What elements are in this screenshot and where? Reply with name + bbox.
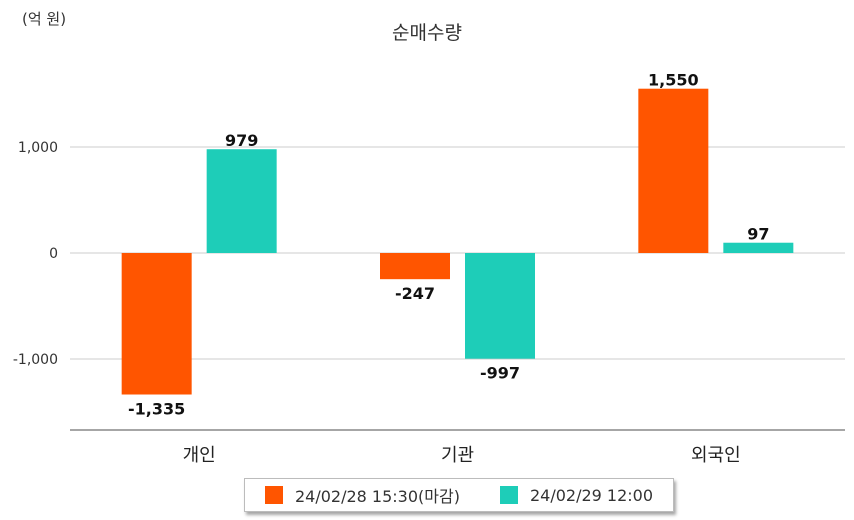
legend-swatch-series-1 [264, 486, 283, 504]
x-tick-label: 개인 [183, 445, 216, 466]
y-tick-label: 0 [49, 246, 58, 262]
legend-label-series-1: 24/02/28 15:30(마감) [294, 487, 460, 506]
y-tick-label: 1,000 [18, 140, 58, 156]
bar-1 [121, 253, 192, 395]
bar-2 [723, 242, 794, 253]
data-label: 979 [225, 131, 258, 150]
bar-chart: 1,000 0 -1,000 개인 -1,335 979 기관 -247 -997 외국인 1,55… [13, 71, 845, 466]
x-tick-label: 기관 [441, 445, 474, 466]
bar-2 [465, 253, 535, 359]
y-axis-unit-label: (억 원) [22, 10, 67, 28]
legend-item-series-1[interactable]: 24/02/28 15:30(마감) [264, 483, 460, 507]
data-label: -247 [395, 284, 435, 303]
legend-label-series-2: 24/02/29 12:00 [529, 485, 654, 505]
data-label: -997 [480, 364, 520, 383]
bar-1 [380, 253, 450, 280]
y-tick-label: -1,000 [13, 352, 58, 368]
data-label: -1,335 [128, 400, 185, 419]
legend-item-series-2[interactable]: 24/02/29 12:00 [499, 485, 654, 505]
data-label: 1,550 [648, 71, 699, 90]
legend: 24/02/28 15:30(마감) 24/02/29 12:00 [244, 478, 674, 512]
data-label: 97 [747, 225, 769, 244]
legend-swatch-series-2 [499, 486, 518, 504]
bar-1 [638, 88, 709, 253]
chart-title: 순매수량 [392, 22, 462, 44]
bar-2 [206, 149, 277, 253]
x-tick-label: 외국인 [691, 445, 741, 466]
